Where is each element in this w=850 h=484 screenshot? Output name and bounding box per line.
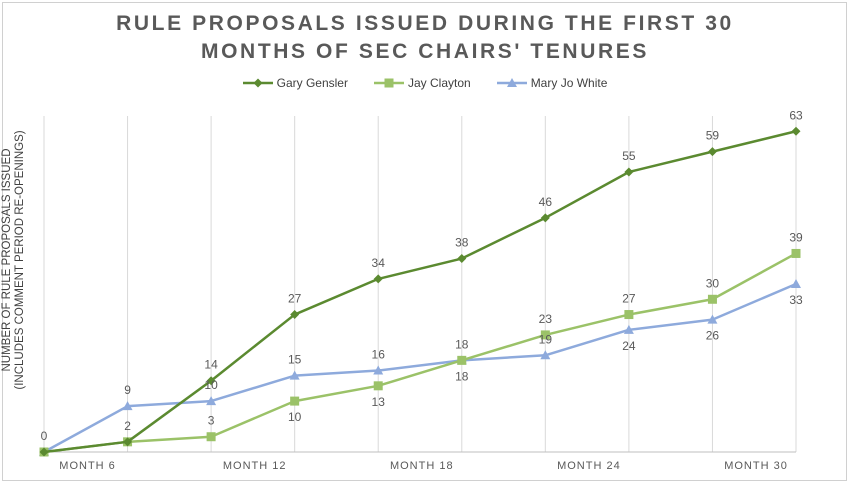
data-label-mary-jo-white-8: 26: [706, 329, 720, 343]
data-point-gary-gensler-6: [540, 213, 550, 223]
data-point-gary-gensler-7: [624, 167, 634, 177]
data-point-mary-jo-white-2: [206, 396, 217, 406]
data-point-gary-gensler-3: [290, 310, 300, 320]
data-point-mary-jo-white-7: [623, 324, 634, 334]
data-point-jay-clayton-7: [624, 310, 634, 320]
series-gary-gensler: [39, 126, 801, 457]
series-mary-jo-white: [39, 279, 801, 456]
data-point-gary-gensler-2: [206, 376, 216, 386]
data-point-mary-jo-white-6: [540, 350, 551, 360]
data-point-mary-jo-white-9: [791, 279, 801, 288]
legend-label-gary-gensler: Gary Gensler: [276, 76, 348, 90]
data-label-jay-clayton-1: 2: [124, 419, 131, 433]
data-point-mary-jo-white-1: [122, 401, 133, 411]
data-label-gary-gensler-2: 14: [204, 358, 218, 372]
legend-marker-jay-clayton: [384, 78, 394, 88]
data-point-jay-clayton-6: [540, 330, 550, 340]
legend-swatch-mary-jo-white: [496, 78, 527, 87]
legend-marker-mary-jo-white: [506, 78, 517, 87]
data-point-gary-gensler-1: [123, 437, 133, 447]
data-point-gary-gensler-9: [791, 126, 801, 136]
data-label-mary-jo-white-7: 24: [622, 339, 636, 353]
chart-title-line-2: MONTHS OF SEC CHAIRS' TENURES: [201, 40, 649, 63]
legend-swatch-gary-gensler: [242, 78, 273, 88]
data-label-jay-clayton-2: 3: [208, 414, 215, 428]
data-label-gary-gensler-6: 46: [539, 195, 553, 209]
data-label-mary-jo-white-0: 0: [41, 429, 48, 443]
data-label-gary-gensler-3: 27: [288, 292, 302, 306]
data-point-gary-gensler-8: [707, 147, 717, 157]
data-label-gary-gensler-9: 63: [789, 108, 803, 122]
data-label-mary-jo-white-9: 33: [789, 293, 803, 307]
x-tick-label-3: MONTH 24: [557, 460, 621, 472]
gridlines: [43, 116, 797, 452]
data-point-jay-clayton-4: [373, 381, 383, 391]
x-tick-labels: MONTH 6 MONTH 12 MONTH 18 MONTH 24 MONTH 30: [59, 460, 788, 472]
data-point-mary-jo-white-4: [373, 365, 384, 375]
data-point-jay-clayton-9: [791, 248, 801, 258]
data-label-mary-jo-white-4: 16: [372, 348, 386, 362]
data-label-mary-jo-white-1: 9: [124, 383, 131, 397]
data-label-gary-gensler-7: 55: [622, 149, 636, 163]
series-line-jay-clayton: [43, 252, 797, 454]
legend-label-jay-clayton: Jay Clayton: [407, 76, 471, 90]
legend-label-mary-jo-white: Mary Jo White: [530, 76, 608, 90]
data-label-jay-clayton-3: 10: [288, 410, 302, 424]
x-tick-label-0: MONTH 6: [59, 460, 116, 472]
series-jay-clayton: [39, 248, 801, 457]
data-label-mary-jo-white-6: 19: [539, 332, 553, 346]
legend-entry-mary-jo-white: Mary Jo White: [496, 76, 608, 90]
data-label-jay-clayton-7: 27: [622, 292, 636, 306]
x-tick-label-1: MONTH 12: [223, 460, 287, 472]
legend-marker-gary-gensler: [253, 78, 263, 88]
data-point-mary-jo-white-3: [289, 370, 300, 380]
x-tick-label-2: MONTH 18: [390, 460, 454, 472]
data-label-jay-clayton-8: 30: [706, 276, 720, 290]
data-point-mary-jo-white-8: [707, 314, 718, 324]
legend-entry-jay-clayton: Jay Clayton: [373, 76, 471, 90]
data-point-jay-clayton-5: [457, 355, 467, 365]
series-line-gary-gensler: [43, 130, 797, 454]
legend: Gary Gensler Jay Clayton Mary Jo White: [0, 76, 850, 90]
data-label-mary-jo-white-2: 10: [204, 378, 218, 392]
data-label-mary-jo-white-3: 15: [288, 353, 302, 367]
x-tick-label-4: MONTH 30: [724, 460, 788, 472]
legend-swatch-jay-clayton: [373, 78, 404, 88]
data-point-jay-clayton-8: [707, 294, 717, 304]
data-label-jay-clayton-4: 13: [372, 395, 386, 409]
data-point-gary-gensler-4: [373, 274, 383, 284]
data-point-gary-gensler-0: [39, 447, 49, 457]
chart-title: RULE PROPOSALS ISSUED DURING THE FIRST 3…: [0, 10, 850, 66]
data-label-mary-jo-white-5: 18: [455, 337, 469, 351]
data-label-gary-gensler-5: 38: [455, 236, 469, 250]
data-label-jay-clayton-5: 18: [455, 369, 469, 383]
data-point-jay-clayton-3: [290, 396, 300, 406]
legend-entry-gary-gensler: Gary Gensler: [242, 76, 348, 90]
series-line-mary-jo-white: [43, 282, 797, 454]
data-point-jay-clayton-2: [206, 432, 216, 442]
data-label-gary-gensler-4: 34: [372, 256, 386, 270]
data-point-gary-gensler-5: [457, 254, 467, 264]
data-label-jay-clayton-6: 23: [539, 312, 553, 326]
data-label-gary-gensler-8: 59: [706, 129, 720, 143]
chart-title-line-1: RULE PROPOSALS ISSUED DURING THE FIRST 3…: [116, 12, 734, 35]
data-label-jay-clayton-9: 39: [789, 230, 803, 244]
